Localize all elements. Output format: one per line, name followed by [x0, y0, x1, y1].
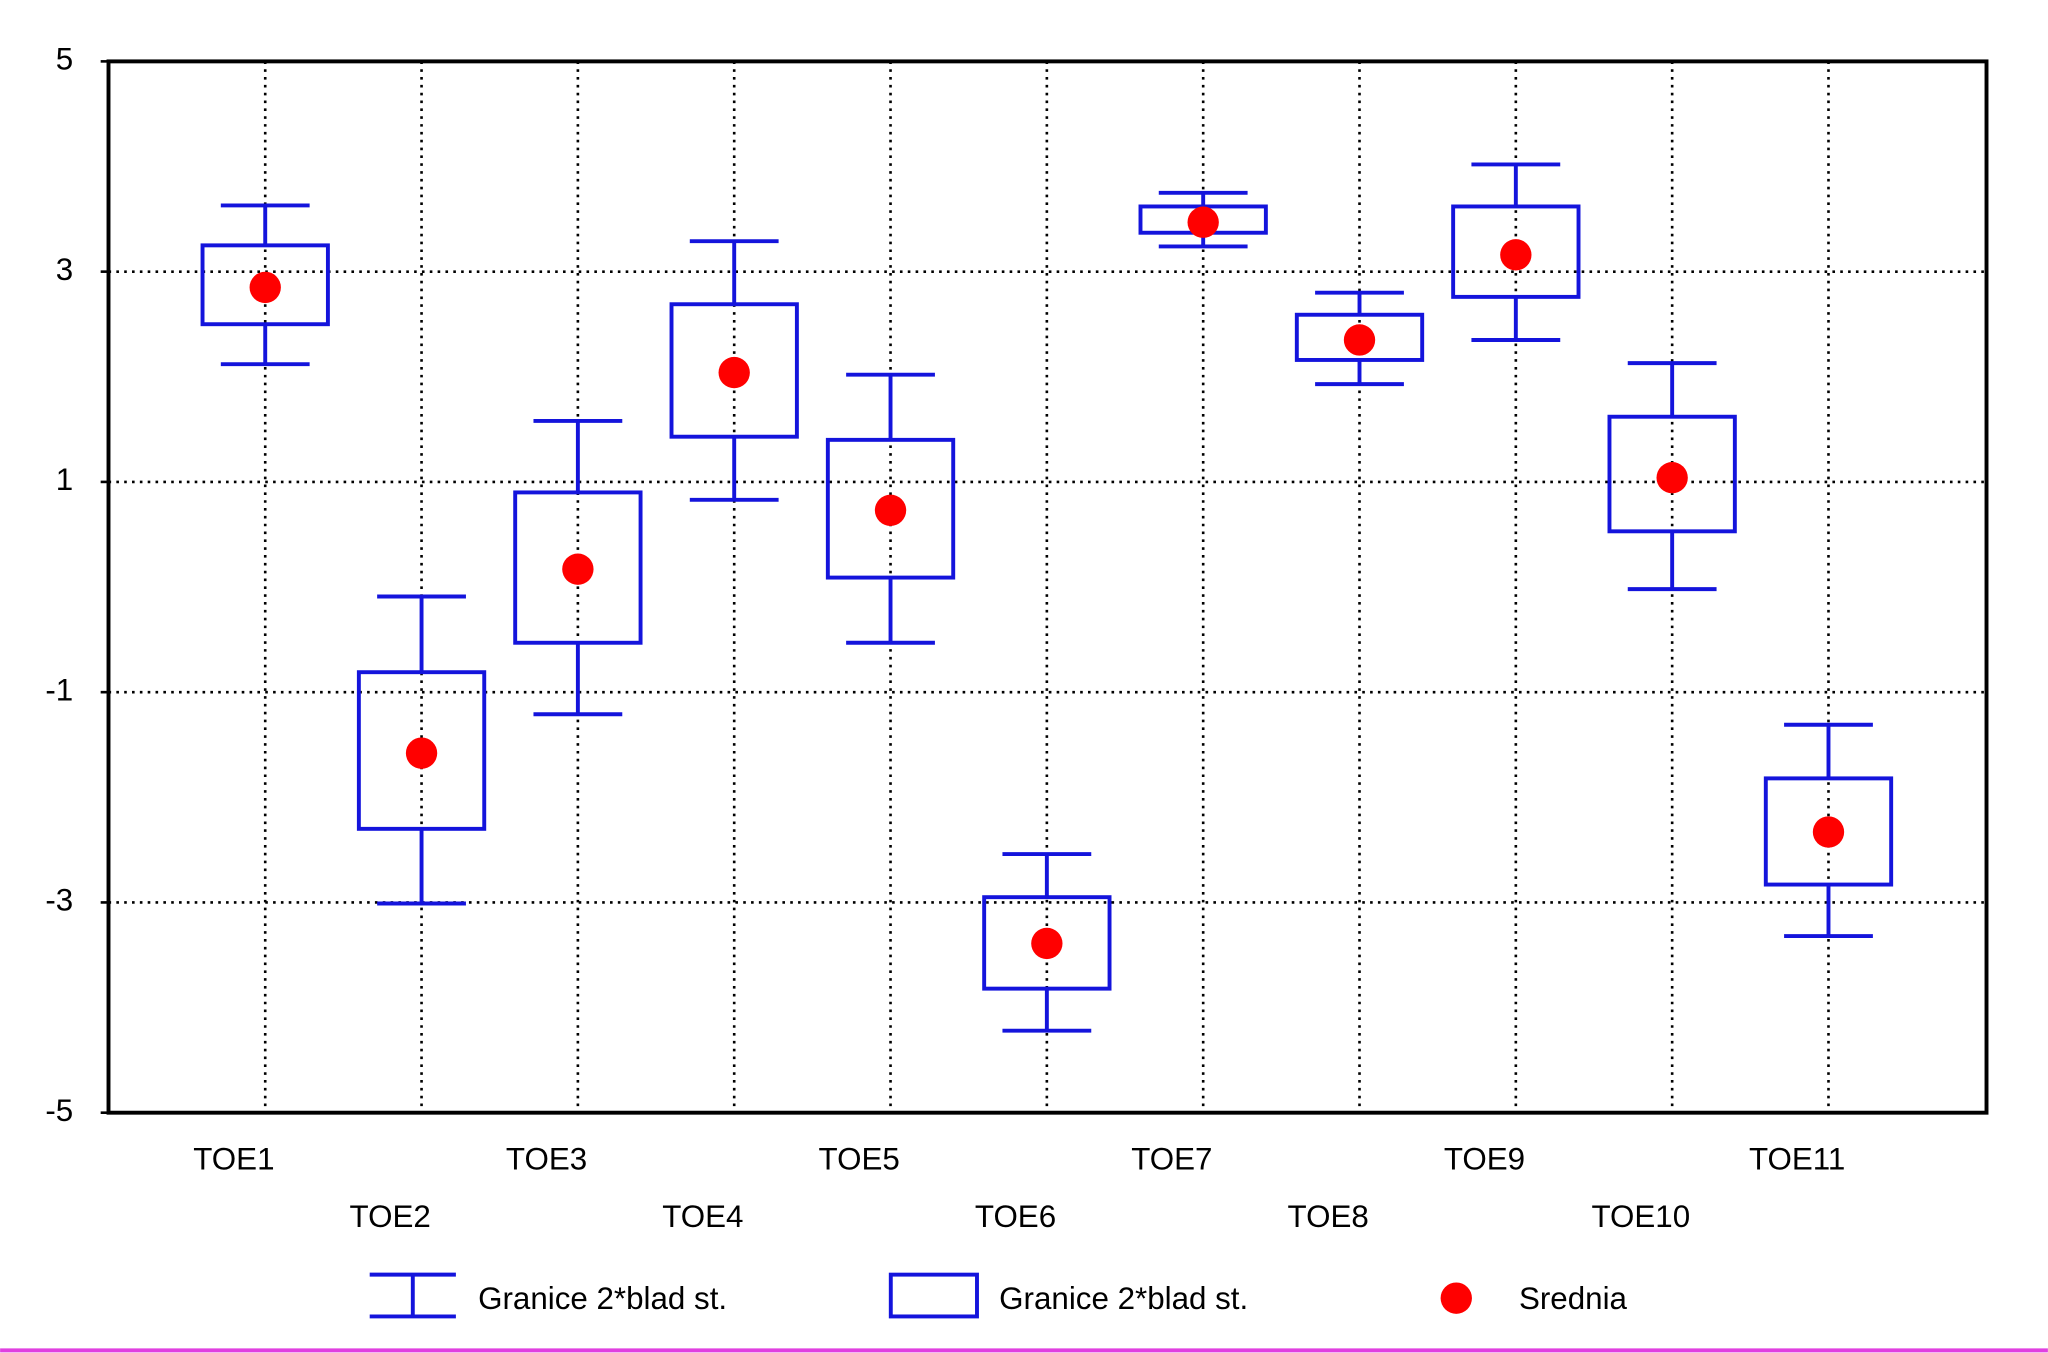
x-tick-label: TOE10 [1591, 1199, 1690, 1234]
mean-marker [1656, 462, 1688, 494]
box [1763, 776, 1894, 887]
plot-frame [106, 59, 1989, 1115]
y-tick-label: -5 [45, 1093, 73, 1128]
x-tick-label: TOE9 [1444, 1141, 1525, 1176]
legend-label: Granice 2*blad st. [478, 1281, 727, 1316]
x-tick-label: TOE4 [662, 1199, 743, 1234]
mean-marker [1343, 324, 1376, 356]
mean-marker [1812, 816, 1845, 848]
x-tick-label: TOE6 [975, 1199, 1056, 1234]
mean-marker [1187, 206, 1219, 238]
y-tick-label: -1 [45, 672, 73, 707]
legend-mean [1440, 1282, 1472, 1314]
x-tick-label: TOE7 [1131, 1141, 1212, 1176]
mean-marker [405, 737, 438, 769]
y-tick-label: -3 [45, 883, 73, 918]
box [1294, 312, 1425, 362]
box [513, 490, 643, 645]
y-tick-label: 3 [56, 252, 73, 287]
box [825, 437, 956, 580]
mean-marker [718, 356, 750, 389]
mean-marker [249, 271, 281, 304]
box [356, 670, 487, 831]
box [200, 243, 330, 327]
mean-marker [562, 553, 594, 585]
mean-marker [874, 494, 907, 526]
x-tick-label: TOE2 [350, 1199, 431, 1234]
box [669, 302, 799, 439]
legend-label: Srednia [1519, 1281, 1628, 1316]
x-tick-label: TOE8 [1288, 1199, 1369, 1234]
box [1451, 204, 1581, 299]
x-tick-label: TOE3 [506, 1141, 587, 1176]
mean-marker [1031, 927, 1063, 960]
x-tick-label: TOE5 [819, 1141, 900, 1176]
mean-marker [1500, 239, 1532, 271]
x-tick-label: TOE1 [193, 1141, 274, 1176]
box [982, 895, 1112, 991]
legend-box [888, 1272, 979, 1319]
box [1607, 414, 1737, 534]
y-tick-label: 5 [56, 42, 73, 77]
y-tick-label: 1 [56, 462, 73, 497]
x-tick-label: TOE11 [1749, 1141, 1845, 1176]
legend-label: Granice 2*blad st. [999, 1281, 1248, 1316]
